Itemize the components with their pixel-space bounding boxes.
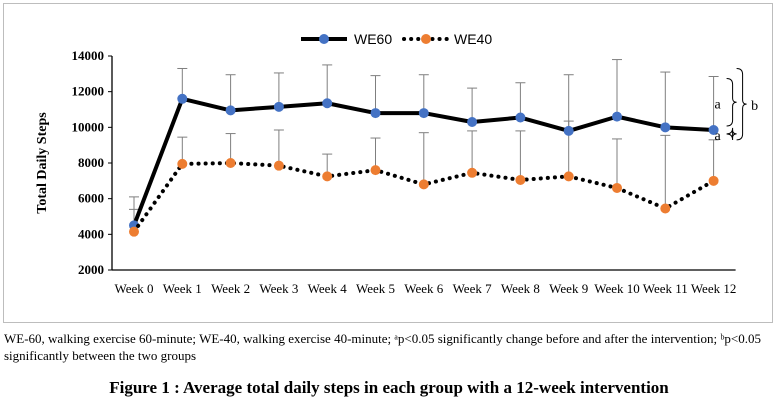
data-point-we40	[418, 179, 429, 190]
data-point-we60	[515, 112, 526, 123]
legend-marker-we40	[421, 34, 431, 44]
figure-caption-note: WE-60, walking exercise 60-minute; WE-40…	[4, 331, 761, 363]
chart-frame: 14000 12000 10000 8000 6000 4000 2000 Week 0 Wee…	[3, 3, 773, 323]
x-tick-label: Week 7	[453, 281, 493, 296]
data-point-we60	[322, 98, 333, 109]
legend-label-we60: WE60	[354, 31, 392, 47]
x-tick-label: Week 2	[211, 281, 250, 296]
legend-label-we40: WE40	[454, 31, 492, 47]
data-point-we40	[322, 171, 333, 182]
data-point-we40	[225, 158, 236, 168]
y-tick-label: 2000	[78, 262, 104, 277]
data-point-we40	[129, 226, 139, 237]
x-tick-label: Week 9	[549, 281, 588, 296]
x-tick-label: Week 11	[643, 281, 688, 296]
data-point-we40	[273, 160, 284, 171]
significance-brace-we40	[726, 127, 737, 141]
y-tick-label: 10000	[72, 119, 105, 134]
data-point-we40	[177, 158, 188, 169]
y-axis-title: Total Daily Steps	[35, 112, 50, 214]
data-point-we60	[708, 125, 719, 136]
x-tick-label: Week 8	[501, 281, 540, 296]
y-tick-label: 6000	[78, 191, 104, 206]
data-point-we60	[467, 116, 478, 127]
line-chart: 14000 12000 10000 8000 6000 4000 2000 Week 0 Wee…	[35, 31, 758, 296]
y-tick-label: 14000	[72, 48, 105, 63]
data-point-we40	[515, 174, 526, 185]
data-point-we40	[370, 165, 381, 176]
x-tick-label: Week 12	[691, 281, 737, 296]
x-tick-label: Week 1	[163, 281, 202, 296]
data-point-we60	[177, 93, 188, 104]
significance-label-between: b	[751, 99, 758, 114]
data-point-we40	[467, 167, 478, 178]
x-tick-label: Week 5	[356, 281, 395, 296]
x-tick-label: Week 6	[404, 281, 444, 296]
x-tick-label: Week 0	[114, 281, 153, 296]
data-point-we40	[660, 203, 671, 214]
data-point-we60	[418, 108, 429, 119]
y-tick-label: 4000	[78, 226, 104, 241]
data-point-we60	[612, 111, 622, 122]
significance-label-we60: a	[714, 97, 721, 112]
significance-label-we40: a	[714, 129, 721, 144]
x-tick-label: Week 4	[308, 281, 348, 296]
significance-brace-we60	[726, 78, 737, 127]
data-point-we40	[708, 175, 719, 186]
data-point-we60	[225, 105, 236, 116]
x-tick-label: Week 3	[259, 281, 298, 296]
y-tick-label: 12000	[72, 84, 105, 99]
legend-marker-we60	[319, 34, 329, 44]
data-point-we60	[660, 122, 671, 133]
data-point-we60	[563, 125, 574, 136]
data-point-we60	[273, 101, 284, 112]
figure-title: Figure 1 : Average total daily steps in …	[109, 378, 669, 397]
data-point-we40	[563, 171, 574, 182]
significance-brace-between	[736, 68, 747, 141]
x-tick-label: Week 10	[594, 281, 640, 296]
y-tick-label: 8000	[78, 155, 104, 170]
data-point-we40	[612, 182, 622, 193]
data-point-we60	[370, 108, 381, 119]
